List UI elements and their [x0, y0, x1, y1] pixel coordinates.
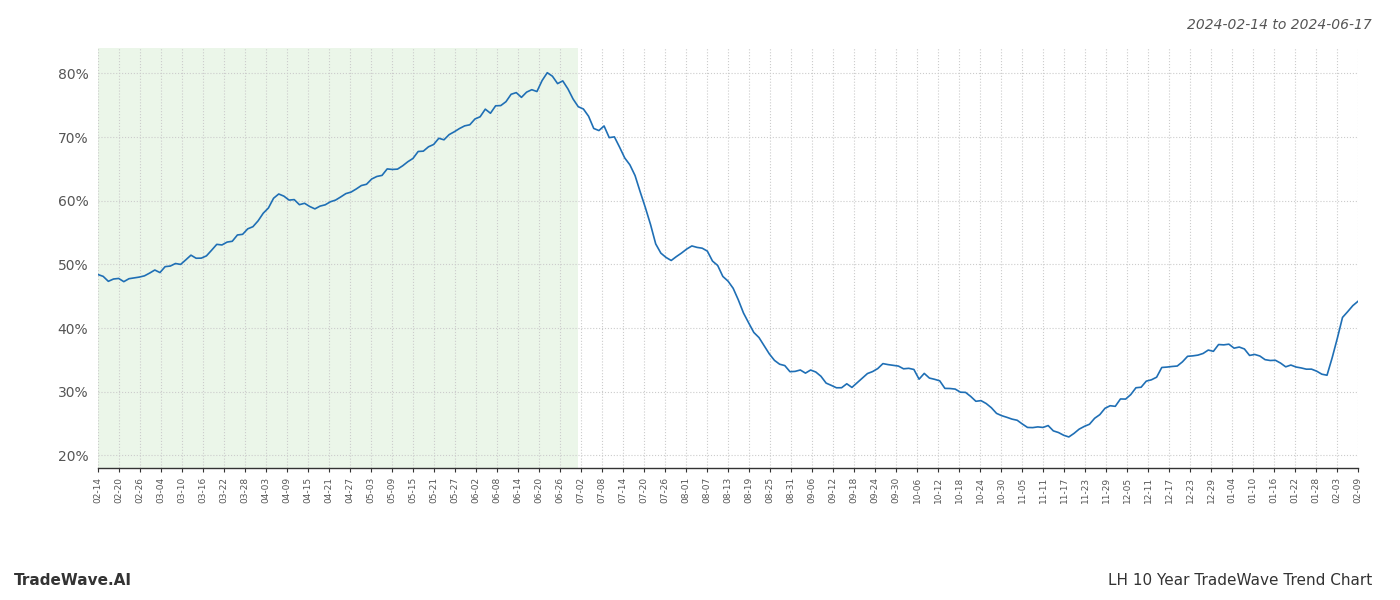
- Text: TradeWave.AI: TradeWave.AI: [14, 573, 132, 588]
- Text: LH 10 Year TradeWave Trend Chart: LH 10 Year TradeWave Trend Chart: [1107, 573, 1372, 588]
- Bar: [98, 48, 578, 468]
- Text: 2024-02-14 to 2024-06-17: 2024-02-14 to 2024-06-17: [1187, 18, 1372, 32]
